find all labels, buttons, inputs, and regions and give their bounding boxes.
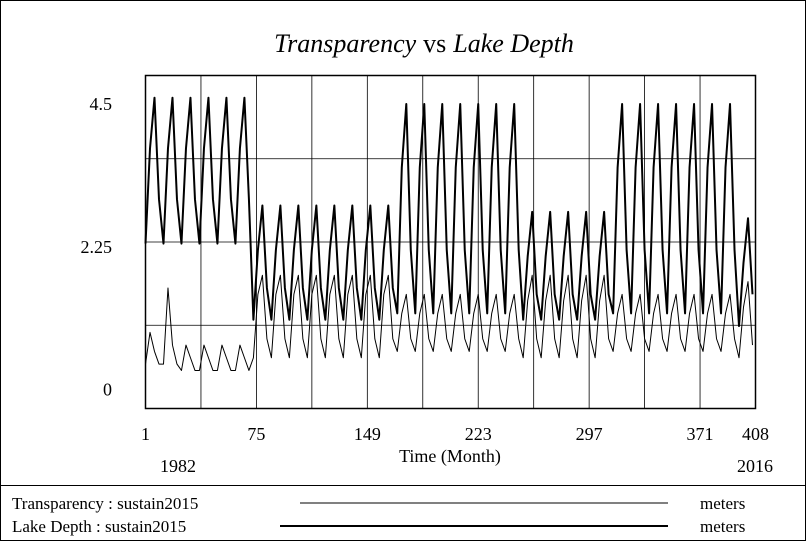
legend-label: Transparency : sustain2015	[12, 494, 198, 513]
y-tick-label: 4.5	[90, 94, 113, 114]
x-tick-label: 75	[247, 424, 265, 444]
x-tick-label: 297	[576, 424, 603, 444]
x-tick-label: 408	[742, 424, 769, 444]
x-range-label: 1982	[160, 456, 196, 476]
x-tick-label: 371	[687, 424, 714, 444]
y-tick-label: 2.25	[81, 237, 113, 257]
title-part: vs	[423, 29, 446, 58]
title-part: Lake Depth	[452, 29, 574, 58]
series-line	[144, 96, 754, 328]
legend-label: Lake Depth : sustain2015	[12, 517, 186, 536]
x-axis-label: Time (Month)	[399, 446, 501, 467]
series-line	[145, 274, 753, 371]
legend-unit: meters	[700, 494, 745, 513]
x-tick-label: 1	[141, 424, 150, 444]
chart-title: Transparency vs Lake Depth	[274, 29, 574, 58]
x-tick-label: 223	[465, 424, 492, 444]
x-range-label: 2016	[737, 456, 773, 476]
y-tick-label: 0	[103, 379, 112, 399]
legend-unit: meters	[700, 517, 745, 536]
x-tick-label: 149	[354, 424, 381, 444]
title-part: Transparency	[274, 29, 416, 58]
